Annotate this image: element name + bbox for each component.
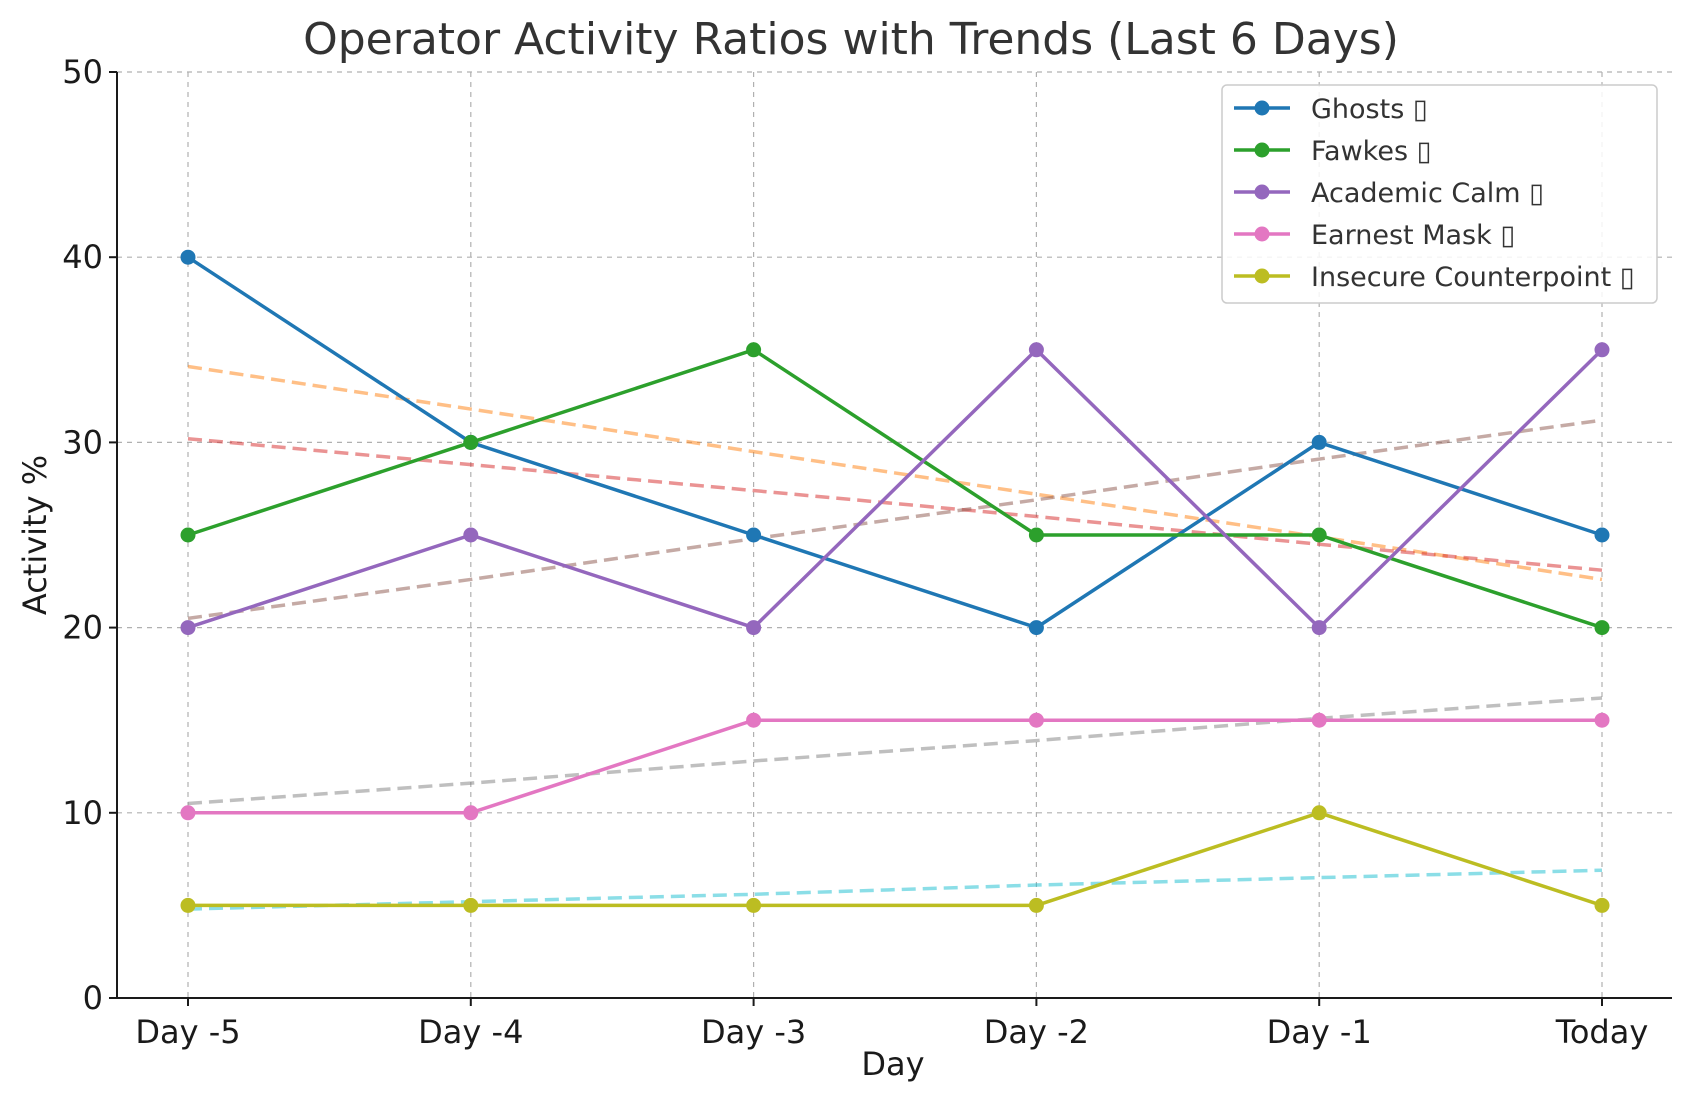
x-tick-label: Day -1 [1267, 1013, 1372, 1051]
legend: Ghosts ▯ Fawkes ▯ Academic Calm ▯ Earnest M… [1221, 84, 1658, 304]
series-line [187, 348, 1603, 630]
data-point [1594, 712, 1610, 728]
data-point [1028, 897, 1044, 913]
data-point [1311, 527, 1327, 543]
data-point [1594, 897, 1610, 913]
legend-entry: Ghosts ▯ [1234, 94, 1428, 125]
data-point [1028, 527, 1044, 543]
x-axis-label: Day [861, 1045, 924, 1083]
x-tick-label: Day -5 [135, 1013, 240, 1051]
trend-line-5 [187, 868, 1603, 911]
legend-entry: Insecure Counterpoint ▯ [1234, 262, 1635, 293]
data-point [1311, 620, 1327, 636]
legend-label: Earnest Mask ▯ [1311, 220, 1515, 251]
data-point [746, 712, 762, 728]
legend-label: Fawkes ▯ [1311, 136, 1431, 167]
data-point [1594, 620, 1610, 636]
trend-line-1 [187, 364, 1603, 582]
trend-line-3 [187, 418, 1603, 621]
x-tick-label: Day -3 [701, 1013, 806, 1051]
y-tick-label: 0 [83, 979, 103, 1017]
y-tick-label: 30 [62, 423, 103, 461]
data-point [463, 434, 479, 450]
series-line [187, 348, 1604, 630]
data-point [1028, 620, 1044, 636]
data-point [1311, 434, 1327, 450]
y-axis-label: Activity % [16, 455, 54, 615]
series-3 [180, 342, 1610, 636]
data-point [1594, 527, 1610, 543]
data-point [1311, 712, 1327, 728]
trend-lines [187, 364, 1603, 911]
data-point [1594, 342, 1610, 358]
data-point [180, 527, 196, 543]
data-point [1028, 342, 1044, 358]
x-tick-label: Day -2 [984, 1013, 1089, 1051]
y-tick-label: 40 [62, 238, 103, 276]
legend-label: Ghosts ▯ [1311, 94, 1428, 125]
data-point [463, 527, 479, 543]
trend-line-2 [187, 436, 1603, 572]
data-point [180, 620, 196, 636]
series-2 [180, 342, 1610, 636]
data-point [746, 620, 762, 636]
legend-entry: Earnest Mask ▯ [1234, 220, 1515, 251]
series-4 [180, 712, 1610, 821]
data-point [746, 342, 762, 358]
legend-swatch-marker [1254, 142, 1270, 158]
data-point [180, 805, 196, 821]
data-point [1311, 805, 1327, 821]
series-line [187, 255, 1603, 630]
legend-swatch-marker [1254, 184, 1270, 200]
tick-labels: Day -5 Day -4 Day -3 Day -2 Day -1 Today 0 10 20… [62, 53, 1648, 1051]
series-line [188, 811, 1603, 908]
data-point [746, 897, 762, 913]
legend-swatch-marker [1254, 100, 1270, 116]
data-point [180, 249, 196, 265]
legend-entry: Fawkes ▯ [1234, 136, 1431, 167]
legend-swatch-marker [1254, 268, 1270, 284]
data-point [746, 527, 762, 543]
x-tick-label: Today [1555, 1013, 1649, 1051]
data-point [463, 897, 479, 913]
data-point [1028, 712, 1044, 728]
axes [116, 72, 1672, 999]
series-5 [180, 805, 1610, 913]
y-tick-label: 50 [62, 53, 103, 91]
legend-label: Insecure Counterpoint ▯ [1311, 262, 1635, 293]
legend-swatch-marker [1254, 226, 1270, 242]
legend-label: Academic Calm ▯ [1311, 178, 1544, 209]
legend-box [1221, 84, 1658, 304]
series-line [188, 718, 1602, 815]
x-tick-label: Day -4 [418, 1013, 523, 1051]
y-tick-label: 10 [62, 794, 103, 832]
data-point [180, 897, 196, 913]
chart-title: Operator Activity Ratios with Trends (La… [303, 14, 1399, 65]
data-point [463, 805, 479, 821]
trend-line-4 [187, 696, 1603, 806]
series-lines [180, 249, 1610, 913]
legend-entry: Academic Calm ▯ [1234, 178, 1544, 209]
y-tick-label: 20 [62, 609, 103, 647]
